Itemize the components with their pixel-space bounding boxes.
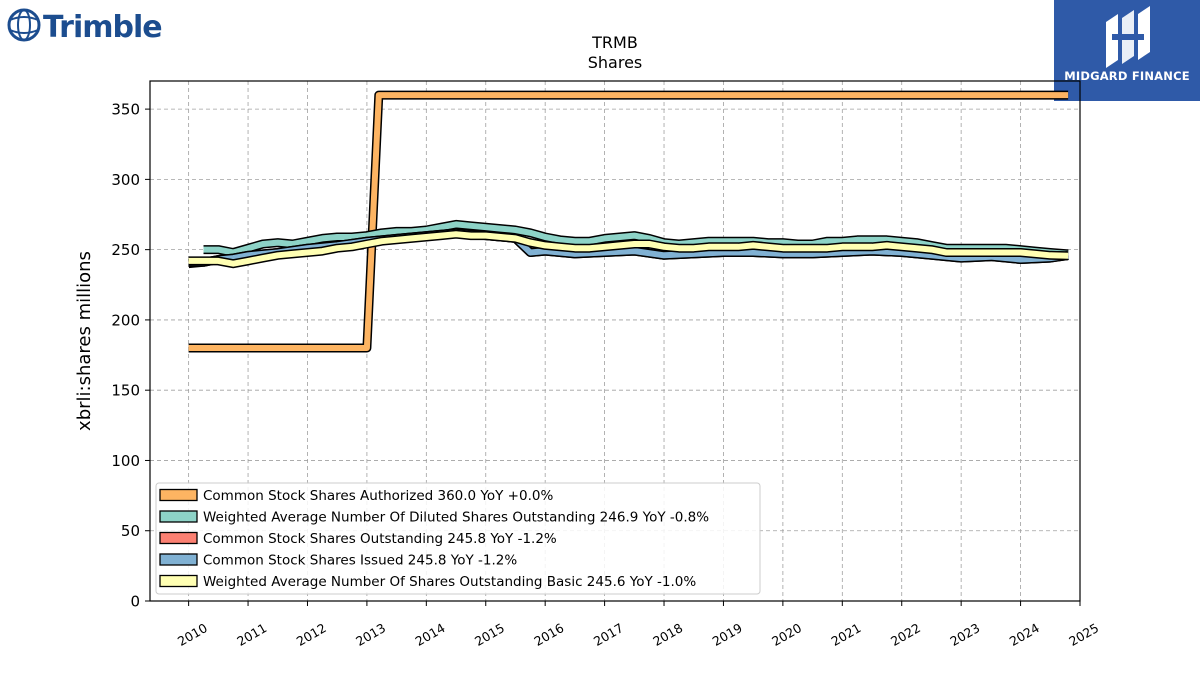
x-tick-label: 2010: [175, 620, 210, 649]
y-tick-label: 350: [111, 101, 140, 119]
x-tick-label: 2011: [234, 620, 269, 649]
x-tick-label: 2018: [650, 620, 685, 649]
series-line-1: [203, 221, 1069, 257]
x-tick-label: 2023: [947, 620, 982, 649]
y-tick-label: 250: [111, 241, 140, 259]
series-lines: [188, 90, 1069, 353]
x-tick-label: 2012: [294, 620, 329, 649]
y-tick-label: 100: [111, 452, 140, 470]
series-outline-0: [188, 90, 1069, 353]
x-tick-label: 2021: [829, 620, 864, 649]
x-tick-label: 2017: [591, 620, 626, 649]
plot-frame: [149, 80, 1081, 602]
trimble-logo: Trimble: [7, 8, 163, 45]
x-tick-label: 2025: [1066, 620, 1101, 649]
midgard-emblem-icon: [1106, 6, 1150, 68]
x-tick-label: 2015: [472, 620, 507, 649]
legend-swatch-2: [159, 531, 198, 545]
legend-box: [155, 482, 761, 595]
x-tick-label: 2013: [353, 620, 388, 649]
series-line-4: [188, 231, 1069, 267]
legend-label-3: Common Stock Shares Issued 245.8 YoY -1.…: [203, 553, 517, 569]
legend-label-2: Common Stock Shares Outstanding 245.8 Yo…: [203, 531, 557, 547]
chart-subtitle: Shares: [588, 53, 643, 72]
x-tick-label: 2014: [413, 620, 448, 649]
y-axis-label: xbrli:shares millions: [74, 251, 95, 431]
x-tick-label: 2020: [769, 620, 804, 649]
legend-label-4: Weighted Average Number Of Shares Outsta…: [203, 574, 696, 590]
y-tick-label: 50: [121, 522, 140, 540]
x-tick-label: 2022: [888, 620, 923, 649]
midgard-finance-wordmark: MIDGARD FINANCE: [1064, 69, 1190, 83]
legend: Common Stock Shares Authorized 360.0 YoY…: [155, 482, 761, 595]
chart-title: TRMB: [591, 33, 638, 52]
y-tick-label: 300: [111, 171, 140, 189]
legend-swatch-1: [159, 510, 198, 523]
legend-swatch-4: [159, 574, 198, 588]
midgard-finance-logo: MIDGARD FINANCE: [1054, 0, 1200, 101]
legend-label-1: Weighted Average Number Of Diluted Share…: [203, 510, 709, 526]
legend-swatch-0: [159, 488, 198, 502]
x-tick-label: 2019: [710, 620, 745, 649]
series-line-0: [188, 92, 1069, 351]
x-tick-label: 2024: [1007, 620, 1042, 649]
legend-label-0: Common Stock Shares Authorized 360.0 YoY…: [203, 488, 553, 504]
y-tick-label: 0: [130, 593, 140, 611]
y-tick-label: 200: [111, 311, 140, 329]
y-tick-label: 150: [111, 382, 140, 400]
trimble-wordmark: Trimble: [43, 10, 162, 45]
legend-swatch-3: [159, 553, 198, 566]
trimble-globe-icon: [7, 8, 41, 42]
x-tick-label: 2016: [531, 620, 566, 649]
